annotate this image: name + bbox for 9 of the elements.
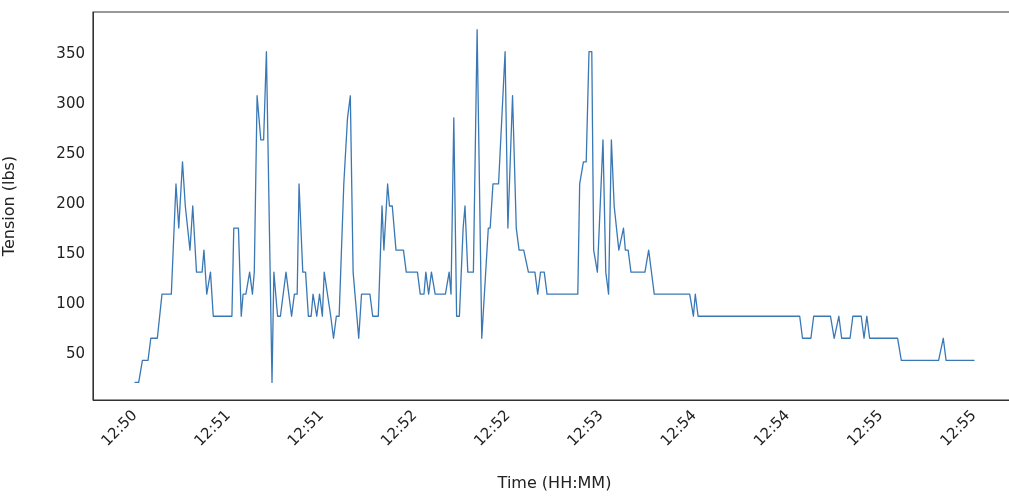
y-tick-label: 150 [56, 243, 85, 262]
y-tick-label: 50 [65, 344, 85, 363]
y-tick-label: 250 [56, 143, 85, 162]
y-axis-title: Tension (lbs) [0, 155, 18, 258]
y-tick-label: 300 [56, 93, 85, 112]
x-axis-title: Time (HH:MM) [496, 472, 612, 492]
y-tick-label: 200 [56, 193, 85, 212]
y-tick-label: 100 [56, 294, 85, 313]
y-tick-label: 350 [56, 43, 85, 62]
